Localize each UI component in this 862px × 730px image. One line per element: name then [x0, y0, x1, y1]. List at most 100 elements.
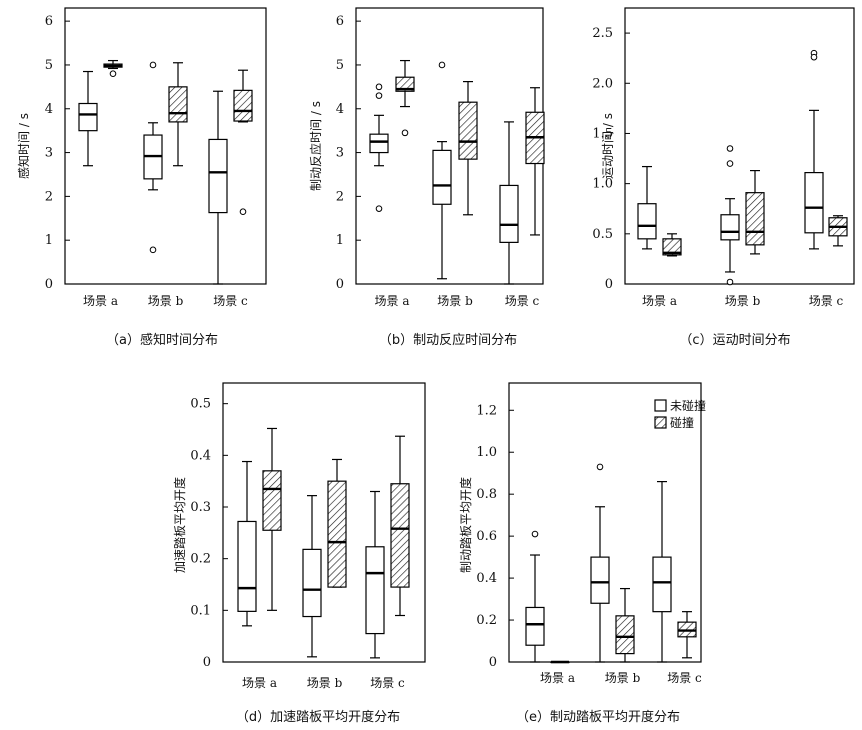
box-iqr — [745, 192, 765, 246]
y-tick-label: 0.6 — [476, 529, 497, 544]
category-label: 场景 a — [375, 294, 410, 308]
outlier-point — [810, 53, 818, 61]
y-tick-label: 2 — [336, 189, 344, 204]
outlier-point — [531, 530, 539, 538]
box-iqr — [369, 133, 389, 154]
legend-label-uncollided: 未碰撞 — [670, 398, 706, 413]
box-iqr — [637, 203, 657, 240]
y-axis-label: 制动踏板平均开度 — [458, 477, 473, 573]
box-iqr — [327, 480, 347, 588]
category-label: 场景 b — [605, 671, 641, 685]
box-iqr — [262, 470, 282, 531]
box-iqr — [615, 615, 635, 655]
box-iqr — [662, 238, 682, 256]
legend-label-collided: 碰撞 — [670, 415, 694, 430]
y-tick-label: 3 — [45, 146, 53, 161]
box-iqr — [208, 138, 228, 214]
box-collided — [327, 458, 347, 588]
box-iqr — [458, 101, 478, 160]
box-iqr — [525, 606, 545, 646]
outlier-point — [375, 83, 383, 91]
y-tick-label: 5 — [336, 58, 344, 73]
outlier-point — [726, 160, 734, 167]
box-uncollided — [804, 49, 824, 250]
box-uncollided — [208, 90, 228, 285]
y-tick-label: 2.0 — [592, 76, 613, 91]
outlier-point — [149, 61, 157, 69]
box-collided — [677, 611, 697, 659]
box-iqr — [233, 89, 253, 122]
y-axis-label: 制动反应时间 / s — [308, 101, 323, 191]
box-collided — [550, 660, 570, 664]
y-axis-label: 加速踏板平均开度 — [172, 477, 187, 573]
box-collided — [390, 435, 410, 617]
y-tick-label: 0.8 — [476, 487, 497, 502]
y-tick-label: 1.2 — [476, 403, 497, 418]
legend-swatch-uncollided — [654, 399, 667, 412]
box-iqr — [395, 76, 415, 92]
outlier-point — [375, 205, 383, 212]
y-tick-label: 0.5 — [190, 397, 211, 412]
box-collided — [458, 80, 478, 216]
y-tick-label: 0.1 — [190, 603, 211, 618]
y-tick-label: 2 — [45, 189, 53, 204]
box-uncollided — [637, 165, 657, 250]
y-tick-label: 6 — [45, 14, 53, 29]
y-axis-label: 运动时间 / s — [601, 113, 615, 179]
legend-swatch-collided — [654, 416, 667, 429]
box-uncollided — [237, 460, 257, 627]
chart-caption: （c）运动时间分布 — [679, 333, 790, 348]
chart-perception-time: （a）感知时间分布 感知时间 / s 0 1 2 3 4 5 6 场景 a 场景 b 场景 c — [16, 7, 267, 348]
box-collided — [262, 427, 282, 611]
box-collided — [745, 169, 765, 255]
y-tick-label: 0.4 — [190, 448, 211, 463]
y-tick-label: 3 — [336, 146, 344, 161]
y-tick-label: 0.2 — [476, 613, 497, 628]
category-label: 场景 c — [667, 671, 702, 685]
y-tick-label: 1.0 — [592, 177, 613, 192]
chart-caption: （a）感知时间分布 — [106, 332, 218, 348]
box-uncollided — [499, 121, 519, 285]
y-tick-label: 1.5 — [592, 126, 613, 141]
category-label: 场景 b — [307, 676, 343, 690]
chart-caption: （d）加速踏板平均开度分布 — [236, 709, 400, 725]
box-uncollided — [143, 61, 163, 254]
outlier-point — [726, 145, 734, 152]
box-uncollided — [432, 61, 452, 280]
box-uncollided — [652, 480, 672, 663]
category-label: 场景 a — [540, 671, 575, 685]
box-collided — [168, 62, 188, 167]
outlier-point — [401, 129, 409, 137]
y-tick-label: 0.2 — [190, 552, 211, 567]
box-collided — [615, 587, 635, 663]
y-tick-label: 1 — [45, 233, 53, 248]
y-tick-label: 0.5 — [592, 227, 613, 242]
y-tick-label: 0 — [45, 277, 53, 292]
y-axis-label: 感知时间 / s — [16, 113, 31, 179]
y-tick-label: 4 — [336, 102, 344, 117]
box-uncollided — [525, 530, 545, 663]
chart-brake-reaction-time: （b）制动反应时间分布 制动反应时间 / s 0 1 2 3 4 5 6 场景 a 场景 b 场景… — [308, 7, 545, 348]
box-iqr — [432, 149, 452, 205]
box-iqr — [237, 520, 257, 612]
outlier-point — [438, 61, 446, 69]
y-tick-label: 1 — [336, 233, 344, 248]
category-label: 场景 b — [148, 294, 184, 308]
box-collided — [233, 69, 253, 216]
category-label: 场景 c — [809, 294, 844, 308]
category-label: 场景 b — [725, 294, 761, 308]
outlier-point — [726, 278, 734, 286]
box-iqr — [168, 86, 188, 123]
outlier-point — [149, 246, 157, 254]
category-label: 场景 a — [83, 294, 118, 308]
category-label: 场景 a — [242, 676, 277, 690]
chart-accel-pedal-opening: （d）加速踏板平均开度分布 加速踏板平均开度 0 0.1 0.2 0.3 0.4 0.5 场… — [172, 382, 426, 725]
y-tick-label: 2.5 — [592, 26, 613, 41]
box-uncollided — [302, 495, 322, 658]
box-uncollided — [78, 70, 98, 167]
y-tick-label: 4 — [45, 102, 53, 117]
chart-caption: （e）制动踏板平均开度分布 — [516, 709, 680, 725]
box-uncollided — [365, 490, 385, 659]
box-iqr — [720, 214, 740, 241]
